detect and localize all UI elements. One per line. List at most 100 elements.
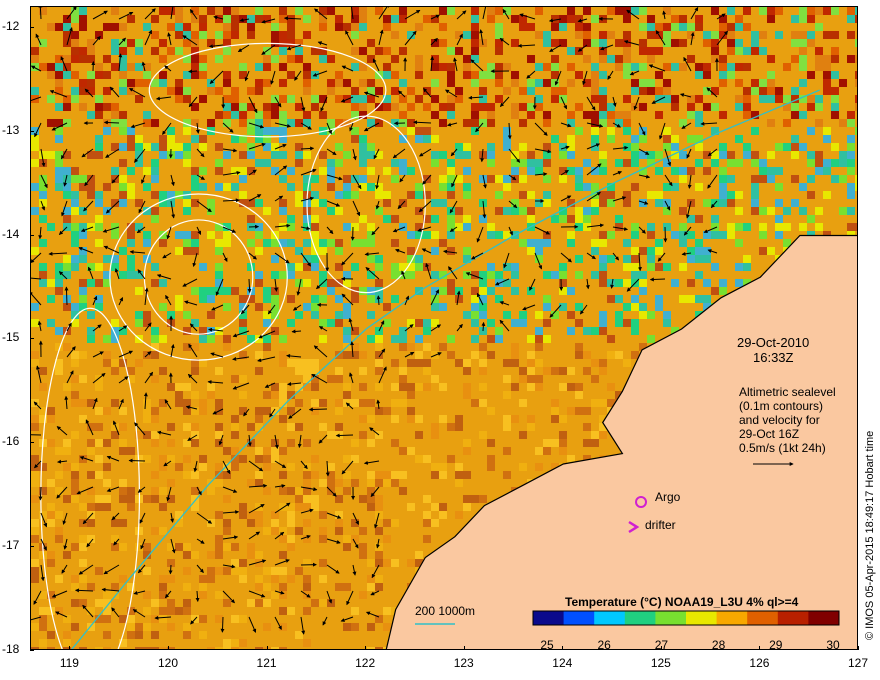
sst-pixel (639, 23, 647, 31)
sst-pixel (655, 295, 663, 303)
sst-pixel (231, 375, 239, 383)
sst-pixel (759, 47, 767, 55)
sst-pixel (559, 39, 567, 47)
sst-pixel (335, 79, 343, 87)
sst-pixel (71, 487, 79, 495)
sst-pixel (487, 15, 495, 23)
sst-pixel (551, 23, 559, 31)
sst-pixel (551, 55, 559, 63)
sst-pixel (271, 303, 279, 311)
sst-pixel (159, 527, 167, 535)
sst-pixel (239, 543, 247, 551)
velocity-arrow (240, 304, 250, 315)
sst-pixel (375, 495, 383, 503)
sst-pixel (623, 95, 631, 103)
velocity-arrow (369, 427, 380, 436)
sst-pixel (391, 15, 399, 23)
sst-pixel (663, 63, 671, 71)
sst-pixel (679, 295, 687, 303)
velocity-arrow (247, 278, 252, 293)
sst-pixel (471, 127, 479, 135)
sst-pixel (367, 559, 375, 567)
sst-pixel (127, 135, 135, 143)
sst-pixel (159, 431, 167, 439)
sst-pixel (823, 31, 831, 39)
sst-pixel (119, 71, 127, 79)
sst-pixel (535, 327, 543, 335)
sst-pixel (359, 479, 367, 487)
sst-pixel (527, 191, 535, 199)
sst-pixel (183, 159, 191, 167)
sst-pixel (399, 439, 407, 447)
sst-pixel (367, 151, 375, 159)
sst-pixel (695, 63, 703, 71)
sst-pixel (367, 415, 375, 423)
sst-pixel (687, 95, 695, 103)
sst-pixel (287, 15, 295, 23)
velocity-arrow (61, 200, 68, 217)
sst-map[interactable]: 29-Oct-2010 16:33Z Altimetric sealevel (… (30, 6, 858, 650)
sst-pixel (255, 575, 263, 583)
sst-pixel (335, 295, 343, 303)
sst-pixel (351, 167, 359, 175)
velocity-arrow (140, 538, 146, 550)
sst-pixel (351, 7, 359, 15)
sst-pixel (671, 231, 679, 239)
sst-pixel (647, 167, 655, 175)
velocity-arrow (168, 564, 173, 575)
sst-pixel (207, 39, 215, 47)
sst-pixel (527, 351, 535, 359)
velocity-arrow (314, 8, 328, 20)
sst-pixel (311, 607, 319, 615)
sst-pixel (487, 287, 495, 295)
velocity-arrow (456, 290, 461, 306)
sst-pixel (279, 335, 287, 343)
sst-pixel (295, 151, 303, 159)
sst-pixel (623, 159, 631, 167)
sst-pixel (95, 423, 103, 431)
sst-pixel (351, 351, 359, 359)
sst-pixel (511, 343, 519, 351)
sst-pixel (359, 599, 367, 607)
sst-pixel (647, 159, 655, 167)
sst-pixel (303, 215, 311, 223)
velocity-arrow (274, 484, 286, 488)
sst-pixel (527, 423, 535, 431)
sst-pixel (103, 71, 111, 79)
sst-pixel (439, 63, 447, 71)
velocity-arrow (371, 226, 380, 236)
sst-pixel (271, 639, 279, 647)
sst-pixel (823, 215, 831, 223)
sst-pixel (407, 119, 415, 127)
sst-pixel (135, 63, 143, 71)
sst-pixel (543, 127, 551, 135)
sst-pixel (199, 591, 207, 599)
sst-pixel (95, 607, 103, 615)
sst-pixel (399, 15, 407, 23)
sst-pixel (207, 543, 215, 551)
sst-pixel (431, 271, 439, 279)
sst-pixel (151, 391, 159, 399)
sst-pixel (263, 575, 271, 583)
sst-pixel (159, 71, 167, 79)
sst-pixel (471, 471, 479, 479)
sst-pixel (607, 367, 615, 375)
velocity-arrow (31, 65, 42, 72)
velocity-arrow (132, 609, 146, 618)
sst-pixel (319, 407, 327, 415)
sst-pixel (55, 103, 63, 111)
sst-pixel (583, 367, 591, 375)
sst-pixel (599, 415, 607, 423)
sst-pixel (527, 375, 535, 383)
sst-pixel (575, 255, 583, 263)
sst-pixel (775, 87, 783, 95)
sst-pixel (359, 279, 367, 287)
sst-pixel (351, 31, 359, 39)
sst-pixel (583, 439, 591, 447)
sst-pixel (319, 271, 327, 279)
sst-pixel (71, 319, 79, 327)
sst-pixel (575, 279, 583, 287)
sst-pixel (311, 375, 319, 383)
sst-pixel (327, 327, 335, 335)
sst-pixel (135, 535, 143, 543)
